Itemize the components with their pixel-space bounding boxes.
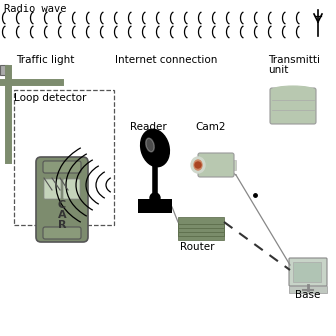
FancyBboxPatch shape [178, 217, 224, 224]
Text: C: C [58, 200, 66, 210]
FancyBboxPatch shape [36, 157, 88, 242]
Ellipse shape [272, 86, 314, 94]
FancyBboxPatch shape [198, 153, 234, 177]
FancyBboxPatch shape [138, 199, 172, 213]
FancyBboxPatch shape [0, 65, 8, 75]
Text: Router: Router [180, 242, 214, 252]
FancyBboxPatch shape [178, 221, 224, 228]
Text: Reader: Reader [130, 122, 166, 132]
Text: Base: Base [295, 290, 321, 300]
FancyBboxPatch shape [289, 286, 327, 293]
Circle shape [195, 162, 201, 168]
Text: Radio wave: Radio wave [4, 4, 67, 14]
FancyBboxPatch shape [178, 225, 224, 232]
Text: R: R [58, 220, 66, 230]
Ellipse shape [140, 129, 169, 167]
Text: Traffic light: Traffic light [16, 55, 74, 65]
FancyBboxPatch shape [270, 88, 316, 124]
Ellipse shape [146, 138, 154, 152]
FancyBboxPatch shape [289, 258, 327, 286]
FancyBboxPatch shape [63, 179, 80, 199]
Text: Loop detector: Loop detector [14, 93, 86, 103]
Text: A: A [58, 210, 66, 220]
FancyBboxPatch shape [178, 233, 224, 240]
FancyBboxPatch shape [178, 229, 224, 236]
FancyBboxPatch shape [293, 262, 321, 282]
FancyBboxPatch shape [43, 227, 81, 239]
Text: Internet connection: Internet connection [115, 55, 217, 65]
Circle shape [150, 193, 160, 203]
Text: Transmitti: Transmitti [268, 55, 320, 65]
Ellipse shape [191, 157, 205, 173]
FancyBboxPatch shape [220, 160, 236, 170]
Text: unit: unit [268, 65, 288, 75]
Text: Cam2: Cam2 [195, 122, 225, 132]
FancyBboxPatch shape [44, 179, 61, 199]
FancyBboxPatch shape [43, 161, 81, 173]
Ellipse shape [194, 160, 202, 170]
